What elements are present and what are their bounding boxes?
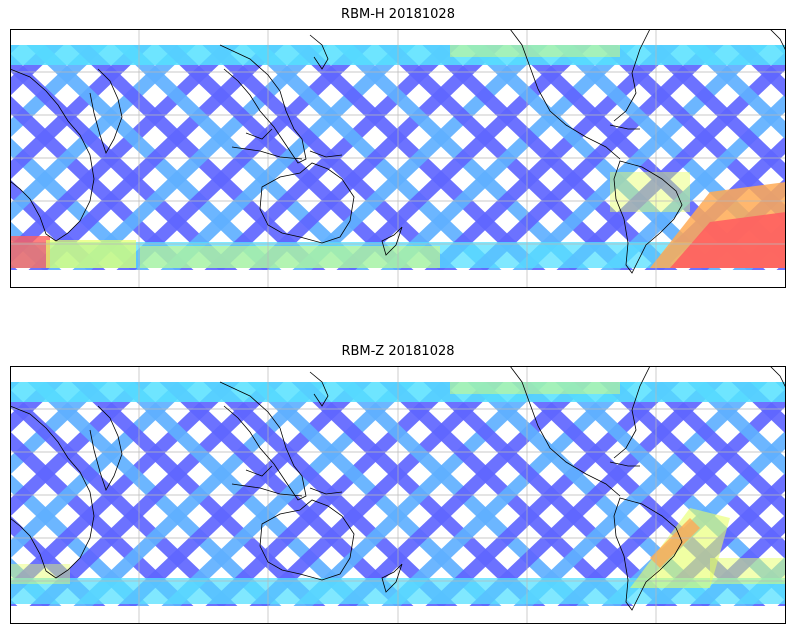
coastlines bbox=[10, 29, 786, 274]
map-panel-rbm-z bbox=[10, 366, 786, 624]
graticule bbox=[10, 29, 786, 288]
panel-title-rbm-h: RBM-H 20181028 bbox=[341, 7, 455, 22]
panel-title-rbm-z: RBM-Z 20181028 bbox=[341, 344, 455, 359]
graticule bbox=[10, 366, 786, 624]
map-frame bbox=[10, 29, 786, 288]
coastlines bbox=[10, 366, 786, 611]
map-panel-rbm-h bbox=[10, 29, 786, 288]
map-frame bbox=[10, 366, 786, 624]
